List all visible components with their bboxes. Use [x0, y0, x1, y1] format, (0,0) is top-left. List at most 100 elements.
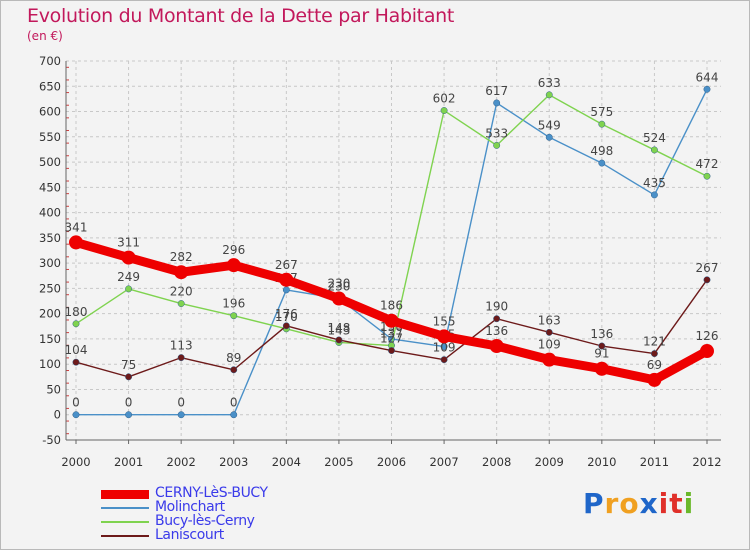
logo-letter: o	[619, 487, 640, 520]
data-label: 113	[170, 339, 193, 353]
x-tick-label: 2010	[587, 455, 616, 469]
series-molinchart: 0000247230150135617549498435644	[72, 70, 719, 419]
data-point	[384, 313, 399, 328]
x-tick-label: 2003	[219, 455, 248, 469]
data-label: 109	[538, 338, 561, 352]
data-point	[282, 286, 290, 294]
y-tick-label: 100	[39, 357, 61, 371]
data-label: 311	[117, 236, 140, 250]
data-point	[493, 141, 501, 149]
y-tick-label: 50	[46, 382, 61, 396]
y-tick-label: 350	[39, 231, 61, 245]
data-point	[125, 373, 133, 381]
data-point	[72, 320, 80, 328]
data-label: 176	[275, 307, 298, 321]
data-point	[69, 235, 83, 250]
data-label: 435	[643, 176, 666, 190]
data-point	[388, 347, 395, 355]
y-tick-label: 200	[39, 307, 61, 321]
x-tick-label: 2009	[535, 455, 564, 469]
logo-letter: x	[639, 487, 659, 520]
data-label: 186	[380, 299, 403, 313]
data-point	[598, 159, 606, 167]
data-label: 644	[696, 70, 719, 84]
legend-swatch	[101, 535, 149, 537]
data-label: 267	[275, 258, 298, 272]
x-tick-label: 2005	[324, 455, 353, 469]
data-label: 0	[230, 396, 238, 410]
data-label: 633	[538, 76, 561, 90]
logo-letter: t	[669, 487, 684, 520]
data-label: 498	[590, 144, 613, 158]
data-point	[542, 352, 557, 367]
legend-label: Molinchart	[155, 499, 225, 515]
y-tick-label: 400	[39, 206, 61, 220]
data-point	[72, 358, 80, 366]
data-label: 196	[222, 297, 245, 311]
data-label: 249	[117, 270, 140, 284]
data-label: 143	[327, 323, 350, 337]
data-label: 267	[696, 261, 719, 275]
data-label: 0	[72, 396, 80, 410]
data-point	[72, 411, 80, 419]
y-tick-label: 650	[39, 79, 61, 93]
x-tick-label: 2008	[482, 455, 511, 469]
data-label: 109	[433, 341, 456, 355]
data-point	[230, 411, 238, 419]
data-point	[279, 272, 294, 287]
data-label: 617	[485, 84, 508, 98]
data-point	[493, 99, 501, 107]
data-point	[598, 342, 606, 350]
data-label: 136	[485, 324, 508, 338]
y-tick-label: 300	[39, 256, 61, 270]
proxiti-logo: Proxiti	[583, 487, 694, 520]
data-point	[650, 146, 658, 154]
x-tick-label: 2001	[114, 455, 143, 469]
data-point	[594, 361, 609, 376]
data-label: 155	[433, 314, 456, 328]
data-point	[700, 344, 714, 359]
data-label: 472	[696, 157, 719, 171]
data-point	[703, 172, 711, 180]
y-tick-label: 150	[39, 332, 61, 346]
y-tick-label: 600	[39, 105, 61, 119]
data-point	[226, 258, 241, 273]
chart-title: Evolution du Montant de la Dette par Hab…	[27, 5, 455, 27]
data-label: 549	[538, 118, 561, 132]
y-tick-label: 500	[39, 155, 61, 169]
data-point	[174, 265, 189, 280]
data-label: 230	[327, 280, 350, 294]
data-point	[440, 107, 448, 114]
legend-label: CERNY-LèS-BUCY	[155, 485, 268, 501]
x-tick-label: 2004	[272, 455, 301, 469]
data-label: 524	[643, 131, 666, 145]
data-point	[282, 322, 290, 330]
data-point	[437, 329, 452, 344]
data-point	[493, 315, 501, 323]
x-tick-label: 2000	[61, 455, 90, 469]
y-tick-label: 700	[39, 54, 61, 68]
legend-swatch	[101, 507, 149, 509]
data-label: 148	[327, 321, 350, 335]
data-label: 341	[65, 220, 88, 234]
data-label: 137	[380, 327, 403, 341]
y-tick-label: 0	[54, 408, 61, 422]
data-label: 121	[643, 335, 666, 349]
plot-area	[66, 61, 721, 440]
data-label: 180	[65, 305, 88, 319]
logo-letter: i	[658, 487, 670, 520]
data-point	[703, 85, 711, 93]
logo-letter: P	[583, 487, 605, 520]
data-label: 220	[170, 285, 193, 299]
data-point	[335, 336, 343, 344]
data-point	[598, 120, 606, 128]
series-cerny-l-s-bucy: 341 311 282 296 267 230 186 155 136 109 91 69 126	[65, 220, 718, 387]
series-laniscourt: 104 75 113 89 176 148 127 109 190 163 136 121 267	[65, 261, 719, 381]
data-label: 230	[327, 277, 350, 291]
data-label: 69	[647, 358, 662, 372]
data-label: 91	[594, 347, 609, 361]
y-tick-label: -50	[42, 433, 61, 447]
data-label: 0	[177, 396, 185, 410]
data-point	[545, 328, 553, 336]
